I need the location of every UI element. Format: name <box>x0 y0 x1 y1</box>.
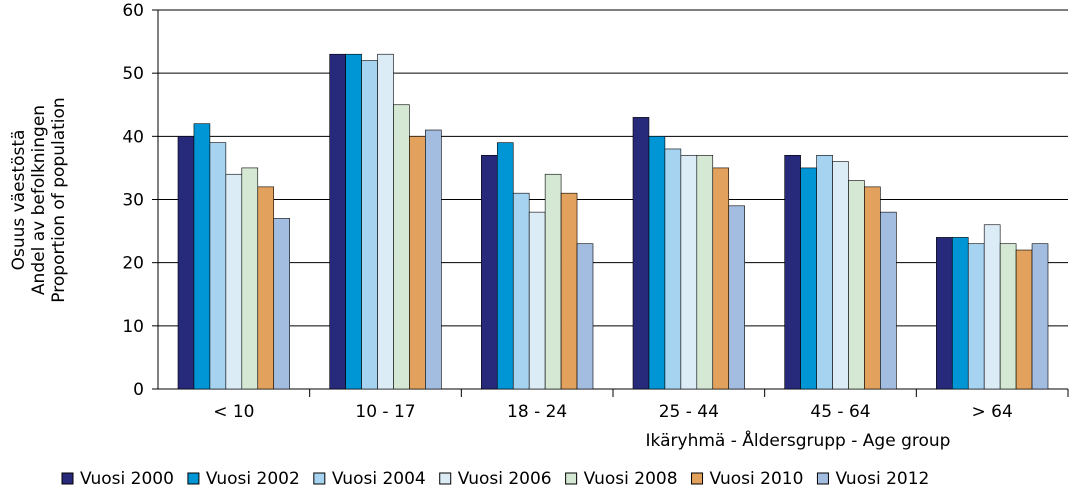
bar <box>728 205 745 390</box>
legend-label: Vuosi 2012 <box>835 469 929 489</box>
bar <box>712 167 730 390</box>
bar <box>800 167 817 390</box>
bar <box>664 148 682 390</box>
bar <box>193 123 211 390</box>
legend-label: Vuosi 2002 <box>206 469 300 489</box>
bar <box>632 117 650 390</box>
bar <box>784 154 801 390</box>
bar <box>648 136 666 390</box>
legend-label: Vuosi 2008 <box>584 469 678 489</box>
legend-label: Vuosi 2004 <box>332 469 426 489</box>
bar <box>832 161 849 390</box>
legend-label: Vuosi 2010 <box>710 469 804 489</box>
bar <box>241 167 259 390</box>
bar <box>481 154 498 390</box>
y-axis-label: Osuus väestöstä <box>9 130 29 271</box>
bar <box>209 142 227 390</box>
bar <box>273 218 290 390</box>
y-axis-label: Proportion of population <box>49 97 69 302</box>
bar <box>345 53 362 390</box>
bar <box>1031 243 1049 390</box>
bar <box>257 186 275 390</box>
legend-swatch <box>565 472 578 485</box>
bar <box>393 104 410 390</box>
bar <box>936 237 953 390</box>
bar <box>864 186 881 390</box>
bar <box>999 243 1017 390</box>
bar <box>177 136 195 390</box>
y-tick-label: 20 <box>122 254 144 274</box>
bar <box>377 53 394 390</box>
bar <box>576 243 594 390</box>
y-tick-label: 60 <box>122 1 144 21</box>
y-tick-label: 30 <box>122 191 144 211</box>
legend-swatch <box>313 472 326 485</box>
legend-swatch <box>439 472 452 485</box>
x-tick-label: 45 - 64 <box>810 402 870 422</box>
bar <box>680 154 698 390</box>
bar <box>512 192 530 390</box>
bar <box>528 211 546 390</box>
bar <box>409 136 426 390</box>
bar <box>951 237 969 390</box>
y-axis-label: Andel av befolkningen <box>29 105 49 295</box>
y-tick-label: 10 <box>122 317 144 337</box>
bar <box>983 224 1001 390</box>
x-tick-label: 25 - 44 <box>659 402 719 422</box>
bar <box>848 180 865 390</box>
y-tick-label: 50 <box>122 64 144 84</box>
legend-swatch <box>187 472 200 485</box>
x-tick-label: < 10 <box>213 402 254 422</box>
bar <box>425 129 442 390</box>
bar <box>1015 249 1033 390</box>
y-tick-label: 40 <box>122 127 144 147</box>
legend-swatch <box>691 472 704 485</box>
legend-label: Vuosi 2000 <box>80 469 174 489</box>
legend-label: Vuosi 2006 <box>458 469 552 489</box>
bar <box>967 243 985 390</box>
x-tick-label: 18 - 24 <box>507 402 567 422</box>
bar <box>880 211 897 390</box>
bar <box>560 192 578 390</box>
y-tick-label: 0 <box>133 380 144 400</box>
bar <box>225 173 243 390</box>
legend-swatch <box>61 472 74 485</box>
x-tick-label: 10 - 17 <box>355 402 415 422</box>
x-tick-label: > 64 <box>972 402 1013 422</box>
bar <box>816 154 833 390</box>
x-axis-label: Ikäryhmä - Åldersgrupp - Age group <box>646 429 951 451</box>
bar <box>329 53 346 390</box>
bar <box>696 154 714 390</box>
bar <box>496 142 514 390</box>
bar <box>361 60 378 390</box>
legend-swatch <box>816 472 829 485</box>
bar <box>544 173 562 390</box>
